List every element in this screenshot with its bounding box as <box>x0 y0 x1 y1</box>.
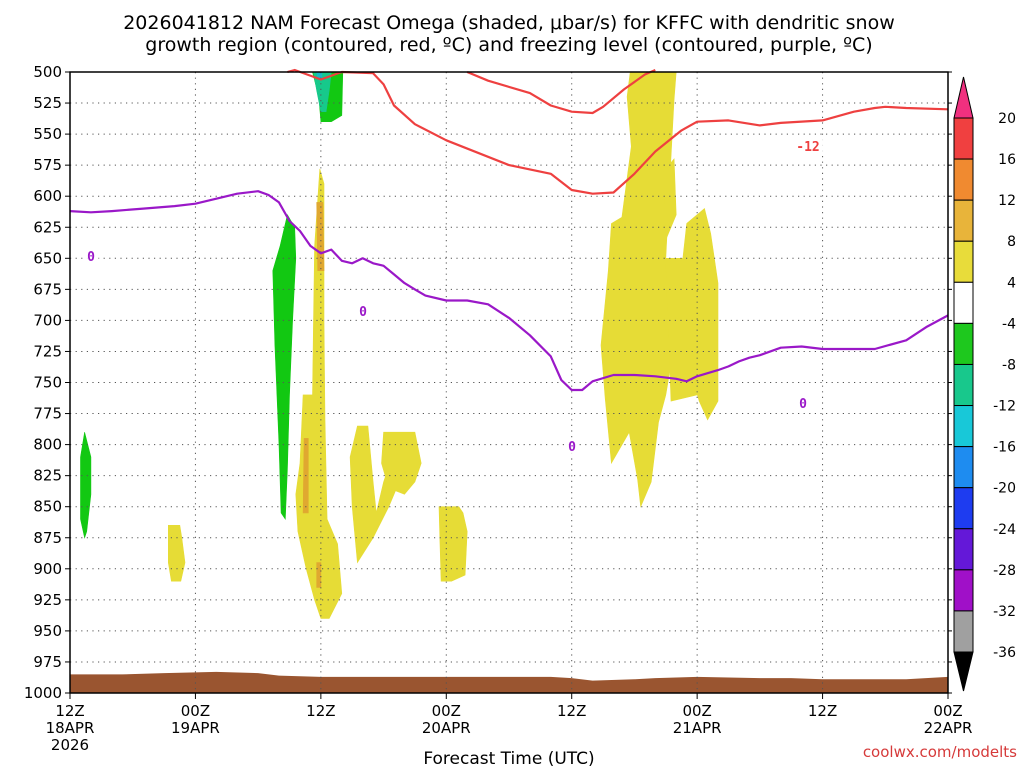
y-tick-label: 800 <box>33 436 62 454</box>
omega-region-8 <box>438 506 468 582</box>
omega-region-14 <box>272 213 297 521</box>
colorbar-swatch <box>953 528 974 571</box>
colorbar-label: -32 <box>993 604 1016 620</box>
y-tick-label: 675 <box>33 280 62 298</box>
colorbar-label: -24 <box>993 522 1016 538</box>
y-tick-label: 625 <box>33 218 62 236</box>
x-tick-label: 22APR <box>924 719 973 737</box>
credit-text: coolwx.com/modelts <box>863 743 1017 761</box>
colorbar-label: 16 <box>998 152 1016 168</box>
colorbar-label: 4 <box>1007 275 1016 291</box>
colorbar-label: -36 <box>993 645 1016 661</box>
colorbar-label: -4 <box>1002 316 1016 332</box>
contour-label-freezing-level-0: 0 <box>87 250 95 265</box>
y-tick-label: 725 <box>33 342 62 360</box>
y-tick-label: 875 <box>33 529 62 547</box>
colorbar-swatch <box>953 610 974 653</box>
colorbar-label: 20 <box>998 111 1016 127</box>
y-tick-label: 500 <box>33 63 62 81</box>
contour-dendritic-minus12-b <box>466 68 656 115</box>
terrain-fill <box>70 671 948 693</box>
x-tick-label: 12Z <box>808 702 837 720</box>
y-tick-label: 900 <box>33 560 62 578</box>
colorbar-swatch <box>953 240 974 283</box>
y-tick-label: 850 <box>33 498 62 516</box>
contour-label-bg <box>791 138 825 154</box>
omega-region-10 <box>316 202 325 272</box>
contour-dendritic-minus12-a <box>287 68 949 195</box>
contour-label-bg <box>564 438 580 454</box>
x-tick-label: 21APR <box>673 719 722 737</box>
y-tick-label: 775 <box>33 405 62 423</box>
colorbar-swatch <box>953 322 974 365</box>
colorbar-label: -20 <box>993 481 1016 497</box>
omega-region-2 <box>663 158 677 240</box>
x-tick-label: 19APR <box>171 719 220 737</box>
x-tick-label: 12Z <box>557 702 586 720</box>
colorbar-swatch <box>953 487 974 530</box>
y-tick-label: 975 <box>33 653 62 671</box>
colorbar-label: 12 <box>998 193 1016 209</box>
x-tick-label: 2026 <box>51 736 89 754</box>
y-tick-label: 750 <box>33 374 62 392</box>
y-tick-label: 700 <box>33 311 62 329</box>
contour-label-freezing-level-0: 0 <box>359 305 367 320</box>
x-axis-label: Forecast Time (UTC) <box>423 749 594 768</box>
colorbar-label: -8 <box>1002 357 1016 373</box>
contour-label-bg <box>355 303 371 319</box>
colorbar-label: -28 <box>993 563 1016 579</box>
y-tick-label: 950 <box>33 622 62 640</box>
contour-freezing-level-0 <box>69 190 949 392</box>
chart-title-line-2: growth region (contoured, red, ºC) and f… <box>145 34 872 56</box>
y-tick-label: 825 <box>33 467 62 485</box>
plot-area: -12 0 0 0 0 500 525 550 575 600 625 650 675 700 725 75… <box>24 63 973 754</box>
y-tick-label: 550 <box>33 125 62 143</box>
contour-label-freezing-level-0: 0 <box>799 397 807 412</box>
y-tick-label: 600 <box>33 187 62 205</box>
colorbar-swatch <box>953 158 974 201</box>
colorbar-label: -12 <box>993 399 1016 415</box>
y-tick-label: 1000 <box>24 684 62 702</box>
colorbar-swatch <box>953 117 974 160</box>
colorbar-swatch <box>953 281 974 324</box>
colorbar-swatch <box>953 199 974 242</box>
x-tick-label: 00Z <box>682 702 711 720</box>
colorbar-label: -16 <box>993 440 1016 456</box>
omega-region-7 <box>381 431 422 495</box>
colorbar-arrow-bottom <box>953 651 974 692</box>
x-tick-label: 18APR <box>46 719 95 737</box>
x-tick-label: 00Z <box>181 702 210 720</box>
colorbar-swatch <box>953 569 974 612</box>
y-tick-label: 575 <box>33 156 62 174</box>
chart-title-line-1: 2026041812 NAM Forecast Omega (shaded, μ… <box>123 12 895 34</box>
contour-label-bg <box>795 395 811 411</box>
x-tick-label: 00Z <box>432 702 461 720</box>
omega-region-9 <box>168 524 186 582</box>
colorbar-label: 8 <box>1007 234 1016 250</box>
omega-region-15 <box>80 432 92 539</box>
x-tick-label: 12Z <box>306 702 335 720</box>
contour-label-freezing-level-0: 0 <box>568 440 576 455</box>
omega-region-12 <box>316 562 322 588</box>
colorbar: 20 16 12 8 4 -4 -8 -12 -16 -20 -24 -28 -32 -36 <box>953 76 1016 692</box>
y-tick-label: 525 <box>33 94 62 112</box>
colorbar-swatch <box>953 363 974 407</box>
contour-label-bg <box>83 248 99 264</box>
contour-label-dendritic-minus12-a: -12 <box>796 140 819 155</box>
y-tick-label: 925 <box>33 591 62 609</box>
y-tick-label: 650 <box>33 249 62 267</box>
colorbar-swatch <box>953 405 974 448</box>
colorbar-swatch <box>953 446 974 489</box>
x-tick-label: 12Z <box>55 702 84 720</box>
x-tick-label: 00Z <box>933 702 962 720</box>
x-tick-label: 20APR <box>422 719 471 737</box>
